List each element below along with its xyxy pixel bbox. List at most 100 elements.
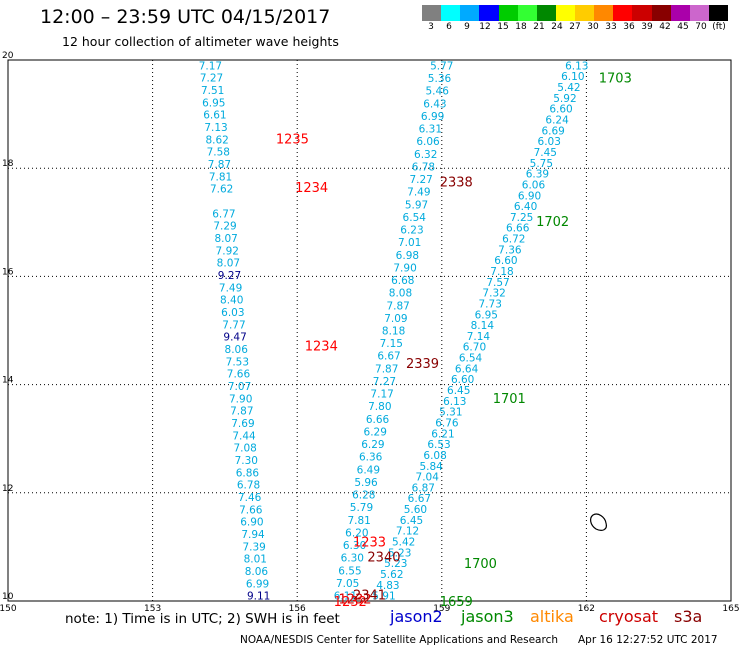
wave-height-value: 7.53 (226, 356, 249, 368)
wave-height-value: 6.13 (565, 60, 588, 72)
wave-height-value: 6.30 (343, 540, 366, 552)
wave-height-value: 6.68 (391, 275, 414, 287)
legend-label-5: 18 (515, 22, 527, 32)
wave-height-value: 7.39 (242, 541, 265, 553)
wave-height-value: 6.54 (459, 353, 483, 365)
wave-height-value: 5.75 (530, 158, 553, 170)
wave-height-value: 5.60 (404, 504, 427, 516)
mission-altika: altika (530, 607, 574, 626)
wave-height-value: 6.60 (451, 374, 474, 386)
legend-swatch-5 (517, 5, 537, 21)
wave-height-value: 6.53 (427, 439, 450, 451)
wave-height-value: 6.70 (463, 342, 486, 354)
legend-swatch-10 (613, 5, 633, 21)
wave-height-value: 8.06 (245, 566, 269, 578)
wave-height-value: 7.62 (210, 184, 233, 196)
wave-height-value: 5.42 (557, 82, 580, 94)
wave-height-value: 8.14 (471, 320, 495, 332)
wave-height-value: 7.87 (386, 300, 409, 312)
wave-height-value: 6.06 (522, 179, 546, 191)
y-tick-label: 14 (2, 376, 14, 386)
wave-height-value: 6.28 (352, 490, 375, 502)
pass-time-label: 1234 (295, 181, 328, 196)
wave-height-value: 6.45 (400, 515, 423, 527)
wave-height-value: 6.21 (431, 428, 454, 440)
legend-label-15: 70 (695, 22, 707, 32)
legend-swatch-1 (441, 5, 461, 21)
wave-height-value: 7.05 (336, 578, 359, 590)
legend-swatch-8 (575, 5, 595, 21)
wave-height-value: 7.12 (396, 526, 419, 538)
legend-label-2: 9 (464, 22, 470, 32)
wave-height-value: 6.23 (400, 225, 423, 237)
wave-height-value: 8.40 (220, 295, 243, 307)
wave-height-value: 7.57 (486, 277, 509, 289)
legend-swatch-15 (708, 5, 728, 21)
legend-swatch-4 (498, 5, 518, 21)
wave-height-value: 6.99 (246, 578, 269, 590)
wave-height-value: 6.29 (361, 439, 384, 451)
wave-height-value: 8.06 (225, 344, 249, 356)
wave-height-value: 6.30 (341, 553, 364, 565)
wave-height-value: 7.04 (416, 472, 440, 484)
wave-height-legend-labels: 3 6 9 12 15 18 21 24 27 30 33 36 39 42 45 70 (ft) (422, 22, 728, 34)
wave-height-value: 5.91 (372, 591, 395, 603)
wave-height-value: 5.77 (430, 60, 453, 72)
wave-height-value: 6.95 (202, 97, 225, 109)
y-tick-label: 12 (2, 484, 13, 494)
wave-height-value: 8.62 (205, 134, 228, 146)
wave-height-value: 6.99 (421, 111, 444, 123)
wave-height-value: 6.72 (502, 234, 525, 246)
wave-height-value: 5.84 (419, 461, 443, 473)
wave-height-value: 7.27 (200, 73, 223, 85)
wave-height-value: 6.54 (403, 212, 427, 224)
wave-height-value: 7.77 (222, 319, 245, 331)
pass-time-label: 1701 (493, 392, 526, 407)
pass-time-label: 1232 (338, 592, 371, 607)
x-tick-label: 165 (722, 604, 739, 614)
wave-height-value: 6.13 (443, 396, 466, 408)
legend-label-4: 15 (497, 22, 509, 32)
map-subtitle: 12 hour collection of altimeter wave hei… (62, 34, 339, 49)
wave-height-value: 6.76 (435, 417, 459, 429)
wave-height-value: 6.98 (396, 250, 419, 262)
wave-height-value: 7.29 (213, 221, 236, 233)
legend-label-6: 21 (533, 22, 545, 32)
wave-height-value: 6.95 (475, 309, 498, 321)
wave-height-value: 5.36 (428, 73, 452, 85)
wave-height-value: 7.81 (209, 171, 232, 183)
wave-height-value: 5.31 (439, 407, 462, 419)
wave-height-value: 6.60 (494, 255, 517, 267)
y-tick-label: 16 (2, 267, 14, 277)
wave-height-value: 6.24 (545, 115, 569, 127)
pass-time-label: 2338 (440, 176, 473, 191)
wave-height-value: 5.92 (553, 93, 576, 105)
wave-height-color-legend (422, 5, 728, 21)
island-coastline (590, 513, 607, 531)
track-2: 6.136.105.425.926.606.246.696.037.455.75… (372, 60, 588, 602)
wave-height-value: 7.94 (241, 529, 265, 541)
y-tick-label: 18 (2, 159, 14, 169)
wave-height-value: 6.78 (412, 161, 435, 173)
wave-height-value: 7.17 (370, 389, 393, 401)
wave-height-value: 6.86 (236, 467, 260, 479)
wave-height-value: 6.10 (561, 71, 584, 83)
wave-height-value: 6.20 (345, 527, 368, 539)
x-tick-label: 159 (433, 604, 450, 614)
wave-height-value: 7.09 (384, 313, 407, 325)
wave-height-value: 9.47 (223, 332, 246, 344)
wave-height-value: 6.11 (334, 591, 357, 603)
wave-height-value: 7.51 (201, 85, 224, 97)
credit-line: NOAA/NESDIS Center for Satellite Applica… (240, 634, 558, 646)
wave-height-value: 8.07 (217, 258, 240, 270)
wave-height-value: 7.36 (498, 244, 522, 256)
wave-height-value: 5.96 (354, 477, 378, 489)
track-1: 5.775.365.466.436.996.316.066.326.787.27… (334, 60, 454, 602)
wave-height-value: 7.87 (208, 159, 231, 171)
wave-height-value: 6.66 (366, 414, 390, 426)
mission-s3a: s3a (674, 607, 703, 626)
legend-label-11: 36 (623, 22, 635, 32)
wave-height-value: 5.23 (384, 558, 407, 570)
wave-height-value: 7.49 (219, 282, 242, 294)
